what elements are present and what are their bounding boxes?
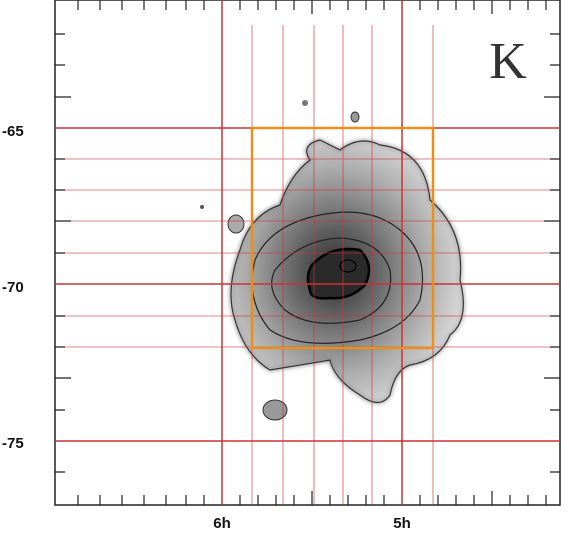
x-tick-label: 5h	[393, 515, 411, 532]
y-tick-label: -75	[2, 435, 24, 452]
density-map	[200, 100, 465, 421]
x-tick-label: 6h	[213, 515, 231, 532]
frame-ticks	[55, 0, 560, 505]
y-tick-label: -70	[2, 279, 24, 296]
y-tick-label: -65	[2, 123, 24, 140]
panel-label: K	[489, 33, 527, 90]
highlight-box	[250, 126, 435, 350]
